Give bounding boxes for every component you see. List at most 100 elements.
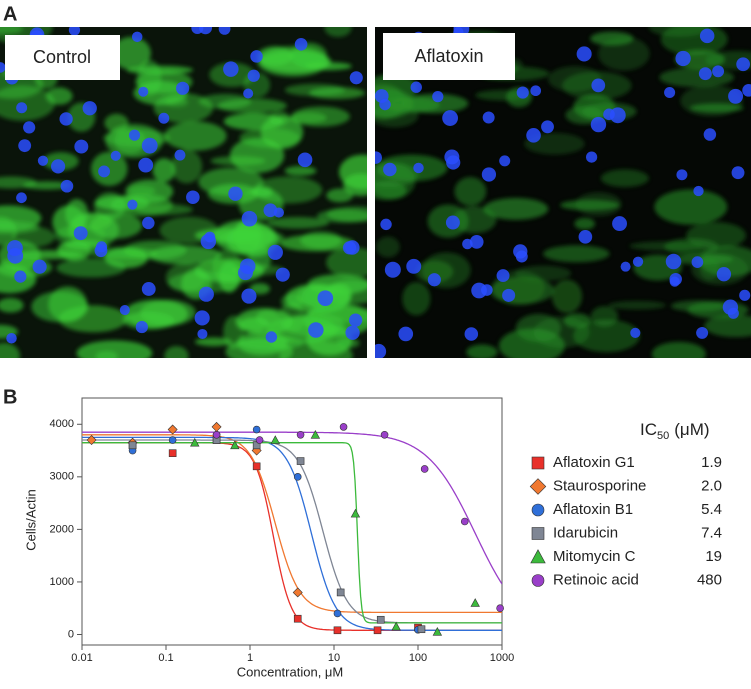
image-label: Control [33, 47, 91, 67]
actin [76, 340, 153, 358]
data-point [168, 449, 177, 457]
data-point [391, 621, 401, 631]
actin [279, 234, 354, 252]
nucleus [585, 151, 598, 163]
nucleus [675, 50, 691, 67]
y-axis-label: Cells/Actin [23, 489, 38, 550]
nucleus [379, 98, 391, 111]
actin [284, 165, 317, 176]
actin [0, 342, 21, 358]
actin [608, 300, 666, 310]
actin [280, 294, 304, 309]
nucleus [669, 276, 680, 287]
panel-label: B [3, 386, 17, 408]
actin [680, 85, 743, 117]
y-tick-label: 1000 [50, 576, 74, 588]
actin [133, 80, 188, 106]
nucleus [698, 67, 712, 81]
nucleus [128, 129, 141, 141]
data-point [420, 465, 429, 473]
nucleus [60, 179, 74, 193]
legend-label: Staurosporine [553, 477, 646, 494]
legend-marker [531, 456, 545, 470]
data-point [252, 462, 261, 471]
legend-ic50: 1.9 [701, 454, 722, 471]
nucleus [398, 326, 414, 342]
data-point [293, 614, 302, 623]
actin [543, 245, 610, 263]
actin [256, 46, 294, 66]
actin [573, 319, 640, 353]
nucleus [464, 327, 479, 341]
data-point [432, 627, 443, 636]
data-point [167, 424, 178, 435]
nucleus [237, 265, 253, 281]
nucleus [50, 159, 66, 174]
actin [326, 247, 367, 278]
nucleus [471, 282, 487, 299]
nucleus [223, 61, 239, 77]
nucleus [576, 46, 592, 62]
actin [654, 189, 728, 225]
nucleus [612, 216, 627, 232]
data-point [190, 437, 200, 447]
nucleus [442, 110, 459, 126]
nucleus [603, 108, 615, 121]
actin [600, 169, 649, 188]
actin [128, 185, 156, 196]
nucleus [142, 216, 155, 230]
nucleus [250, 50, 263, 63]
nucleus [0, 62, 6, 73]
nucleus [446, 155, 461, 170]
legend-header-main: IC [640, 420, 657, 439]
actin [590, 31, 634, 46]
data-point [293, 473, 302, 481]
x-tick-label: 1 [247, 652, 253, 664]
nucleus [502, 288, 516, 302]
nucleus [578, 230, 593, 244]
legend-label: Aflatoxin B1 [553, 501, 633, 518]
actin [651, 341, 706, 358]
legend-ic50: 5.4 [701, 501, 722, 518]
nucleus [95, 241, 108, 253]
nucleus [141, 282, 156, 296]
actin [104, 247, 148, 269]
panel-label: A [3, 3, 17, 25]
data-point [296, 430, 305, 439]
nucleus [482, 111, 495, 124]
nucleus [141, 137, 158, 154]
legend-header-unit: (μM) [674, 420, 709, 439]
nucleus [712, 65, 725, 78]
data-point [380, 430, 389, 439]
actin [559, 199, 620, 211]
nucleus [198, 286, 214, 302]
nucleus [413, 162, 424, 174]
data-point [292, 587, 303, 598]
actin [548, 66, 602, 92]
nucleus [16, 192, 27, 204]
nucleus [135, 320, 148, 334]
nucleus [632, 256, 644, 267]
nucleus [127, 199, 138, 210]
nucleus [138, 157, 154, 173]
image-label: Aflatoxin [414, 46, 483, 66]
actin [466, 344, 498, 358]
legend-label: Retinoic acid [553, 571, 639, 588]
nucleus [348, 313, 363, 327]
nucleus [37, 155, 49, 166]
nucleus [375, 343, 387, 358]
nucleus [384, 261, 401, 278]
actin [376, 236, 400, 258]
nucleus [74, 139, 89, 154]
nucleus [218, 27, 231, 35]
actin [266, 217, 329, 229]
y-tick-label: 0 [68, 628, 74, 640]
nucleus [591, 78, 606, 93]
nucleus [739, 289, 751, 301]
data-point [333, 609, 342, 618]
actin [402, 282, 431, 316]
nucleus [247, 69, 260, 82]
actin [324, 27, 352, 37]
nucleus [131, 31, 143, 43]
data-point [350, 508, 361, 518]
